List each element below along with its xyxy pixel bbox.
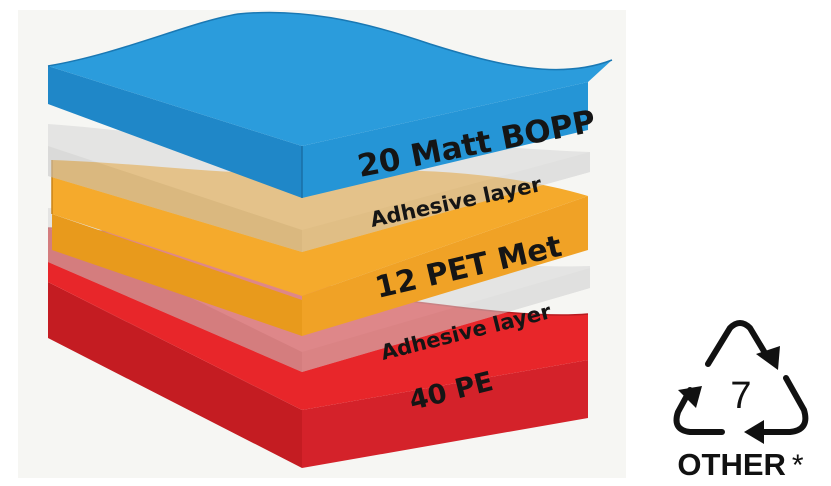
recycle-caption-text: OTHER xyxy=(677,447,786,482)
recycle-number: 7 xyxy=(730,375,751,417)
recycling-code-7: 7 OTHER * xyxy=(650,316,831,486)
footnote-asterisk: * xyxy=(792,449,804,482)
laminate-layer-diagram: 20 Matt BOPP Adhesive layer 12 PET Met A… xyxy=(0,0,640,486)
recycle-triangle-icon: 7 xyxy=(668,316,813,446)
recycle-caption: OTHER * xyxy=(650,447,831,483)
